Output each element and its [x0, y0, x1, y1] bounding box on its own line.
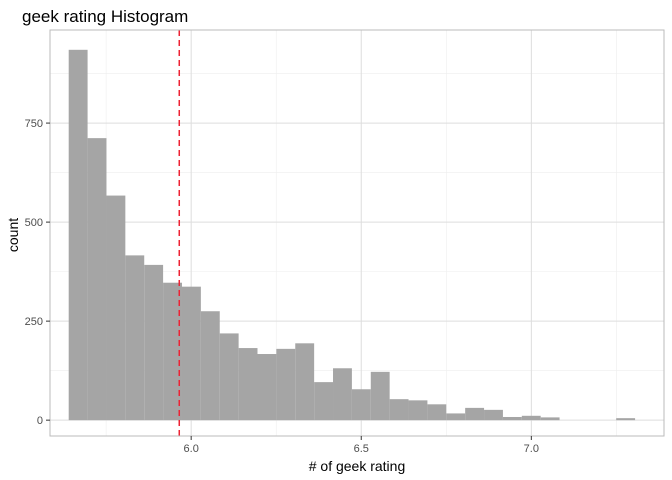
x-axis-title: # of geek rating — [309, 458, 406, 474]
x-axis: 6.0 6.5 7.0 — [184, 436, 539, 455]
histogram-bar — [427, 404, 447, 421]
histogram-bar — [125, 255, 145, 421]
histogram-bar — [521, 415, 541, 421]
histogram-bar — [68, 49, 88, 421]
y-axis-title: count — [5, 218, 21, 252]
histogram-bar — [333, 368, 352, 421]
histogram-bar — [616, 418, 636, 421]
chart-title: geek rating Histogram — [22, 7, 188, 26]
x-tick-label: 6.0 — [184, 443, 199, 455]
histogram-bar — [370, 371, 390, 421]
histogram-bar — [87, 138, 107, 421]
histogram-bar — [219, 333, 239, 421]
histogram-bar — [276, 348, 296, 421]
histogram-bar — [238, 348, 258, 421]
y-tick-label: 500 — [25, 217, 43, 229]
histogram-bar — [351, 389, 371, 421]
y-tick-label: 0 — [37, 415, 43, 427]
x-tick-label: 7.0 — [524, 443, 539, 455]
histogram-bar — [257, 354, 277, 421]
histogram-bar — [389, 399, 409, 421]
y-tick-label: 750 — [25, 118, 43, 130]
panel-border — [49, 29, 665, 437]
histogram-bar — [502, 416, 522, 421]
histogram-bar — [295, 343, 315, 421]
histogram-bar — [200, 311, 220, 421]
histogram-bar — [484, 409, 503, 421]
histogram-bar — [540, 417, 560, 421]
y-tick-label: 250 — [25, 316, 43, 328]
x-tick-label: 6.5 — [354, 443, 369, 455]
histogram-bars — [68, 49, 636, 421]
histogram-bar — [181, 286, 201, 421]
y-axis: 0 250 500 750 — [25, 118, 50, 427]
histogram-bar — [446, 413, 466, 421]
histogram-bar — [314, 382, 334, 421]
histogram-bar — [408, 400, 428, 421]
histogram-bar — [163, 282, 182, 421]
histogram-bar — [106, 195, 126, 421]
histogram-bar — [144, 264, 164, 421]
histogram-bar — [465, 407, 485, 421]
